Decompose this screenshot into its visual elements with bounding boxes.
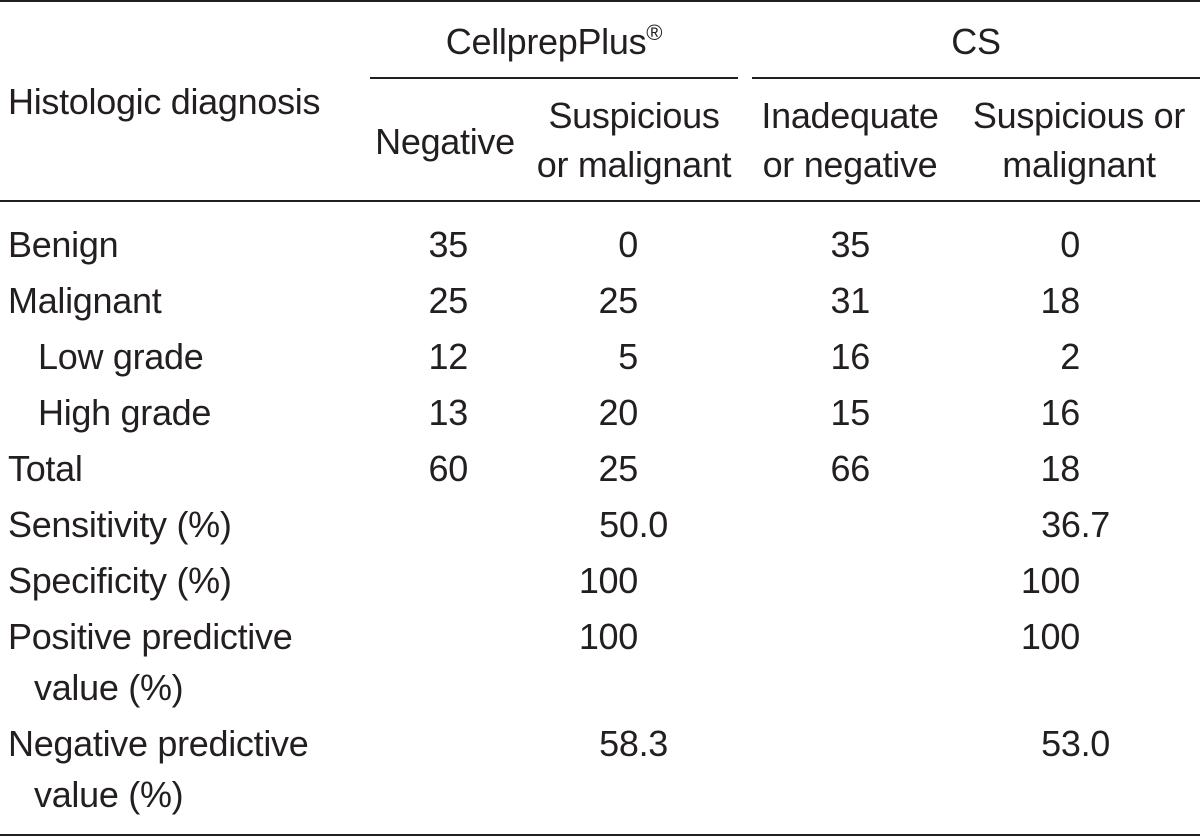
cell-value: 15 bbox=[830, 392, 871, 433]
row-label: High grade bbox=[38, 392, 212, 433]
row-label: Low grade bbox=[38, 336, 204, 377]
header-bottom-rule bbox=[0, 200, 1200, 202]
group-header-cellprepplus-text: CellprepPlus bbox=[445, 21, 647, 62]
stat-value-cellprepplus: 100 bbox=[578, 560, 638, 601]
cell-value: 5 bbox=[618, 336, 638, 377]
cell-value: 12 bbox=[428, 336, 469, 377]
stat-label: Positive predictive bbox=[8, 616, 293, 657]
cell-value: 60 bbox=[428, 448, 469, 489]
row-label: Malignant bbox=[8, 280, 162, 321]
cell-value: 0 bbox=[1060, 224, 1080, 265]
stat-value-cellprepplus: 100 bbox=[578, 616, 638, 657]
stat-value-cellprepplus: 50.0 bbox=[599, 504, 668, 545]
group1-underline bbox=[370, 77, 738, 79]
registered-mark: ® bbox=[646, 20, 663, 45]
cell-value: 16 bbox=[830, 336, 871, 377]
column-header-cp-suspicious-line1: Suspicious bbox=[548, 95, 720, 136]
column-header-cs-inadequate-line1: Inadequate bbox=[761, 95, 939, 136]
cell-value: 16 bbox=[1040, 392, 1081, 433]
column-header-cs-suspicious-line1: Suspicious or bbox=[972, 95, 1186, 136]
cell-value: 2 bbox=[1060, 336, 1080, 377]
stat-label-continuation: value (%) bbox=[34, 667, 184, 708]
column-header-cs-inadequate-line2: or negative bbox=[762, 144, 938, 185]
column-header-histologic: Histologic diagnosis bbox=[8, 81, 321, 122]
top-rule bbox=[0, 0, 1200, 2]
group-header-cs: CS bbox=[951, 21, 1001, 62]
cell-value: 0 bbox=[618, 224, 638, 265]
cell-value: 25 bbox=[598, 448, 639, 489]
stat-value-cs: 53.0 bbox=[1041, 723, 1110, 764]
column-header-cp-suspicious-line2: or malignant bbox=[536, 144, 732, 185]
row-label: Total bbox=[8, 448, 83, 489]
stat-value-cs: 100 bbox=[1020, 560, 1080, 601]
cell-value: 25 bbox=[598, 280, 639, 321]
cell-value: 35 bbox=[428, 224, 469, 265]
cell-value: 35 bbox=[830, 224, 871, 265]
column-header-cs-suspicious-line2: malignant bbox=[1002, 144, 1156, 185]
cell-value: 31 bbox=[830, 280, 871, 321]
cell-value: 20 bbox=[598, 392, 639, 433]
stat-label: Specificity (%) bbox=[8, 560, 232, 601]
bottom-rule bbox=[0, 834, 1200, 836]
stat-label: Sensitivity (%) bbox=[8, 504, 232, 545]
cell-value: 18 bbox=[1040, 448, 1081, 489]
stat-value-cs: 100 bbox=[1020, 616, 1080, 657]
row-label: Benign bbox=[8, 224, 119, 265]
group2-underline bbox=[752, 77, 1200, 79]
group-header-cellprepplus: CellprepPlus® bbox=[370, 20, 738, 64]
cell-value: 25 bbox=[428, 280, 469, 321]
stat-value-cellprepplus: 58.3 bbox=[599, 723, 668, 764]
stat-label-continuation: value (%) bbox=[34, 774, 184, 815]
cell-value: 13 bbox=[428, 392, 469, 433]
column-header-negative: Negative bbox=[375, 121, 515, 162]
stat-value-cs: 36.7 bbox=[1041, 504, 1110, 545]
cell-value: 66 bbox=[830, 448, 871, 489]
cell-value: 18 bbox=[1040, 280, 1081, 321]
stat-label: Negative predictive bbox=[8, 723, 309, 764]
